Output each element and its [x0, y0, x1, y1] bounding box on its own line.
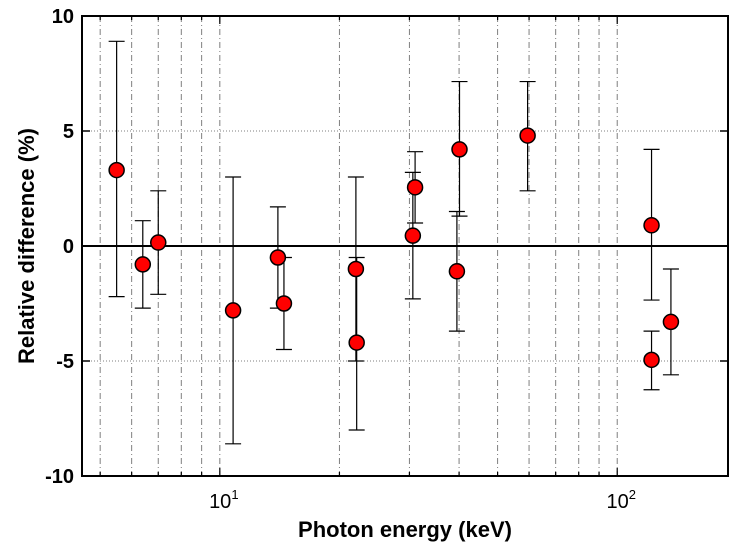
y-axis-title: Relative difference (%) — [14, 128, 39, 364]
y-tick-label: 10 — [52, 6, 74, 28]
x-tick-exponent: 1 — [231, 487, 238, 502]
data-point — [108, 161, 125, 179]
data-point — [662, 313, 680, 331]
y-tick-label: 5 — [63, 121, 74, 143]
data-point — [275, 295, 293, 312]
x-tick-base: 10 — [209, 491, 231, 513]
data-point — [406, 179, 424, 196]
x-tick-base: 10 — [606, 491, 628, 513]
data-point — [347, 260, 365, 278]
x-tick-label: 102 — [606, 487, 635, 513]
data-point — [269, 249, 287, 266]
data-point — [134, 256, 152, 273]
data-point — [448, 263, 466, 280]
data-point — [519, 127, 536, 144]
x-tick-label: 101 — [209, 487, 238, 513]
x-tick-exponent: 2 — [629, 487, 636, 502]
data-point — [643, 351, 660, 369]
axis-ticks — [82, 15, 728, 477]
error-bars — [108, 40, 679, 445]
y-tick-label: -10 — [45, 466, 74, 488]
x-axis-title: Photon energy (keV) — [298, 517, 512, 542]
data-point — [643, 217, 660, 234]
y-tick-label: 0 — [63, 236, 74, 258]
data-point — [224, 302, 242, 319]
data-point — [404, 227, 422, 244]
data-point — [348, 334, 365, 351]
y-tick-label: -5 — [56, 351, 74, 373]
data-point — [150, 234, 167, 251]
data-point — [451, 141, 468, 158]
data-points — [108, 127, 680, 369]
